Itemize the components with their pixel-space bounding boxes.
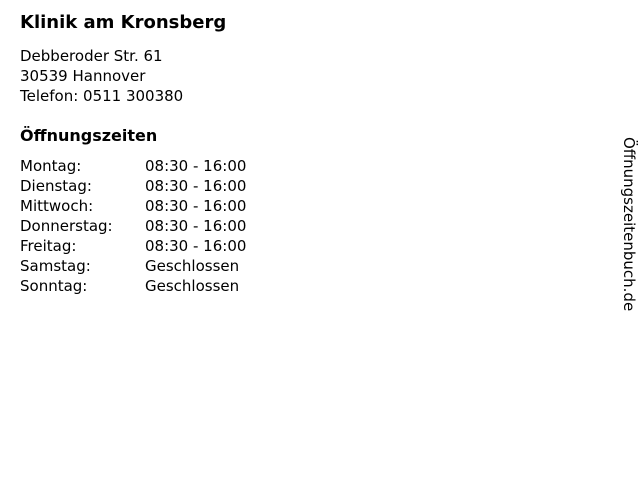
business-info: Klinik am Kronsberg Debberoder Str. 61 3…: [20, 12, 246, 296]
day-label: Donnerstag:: [20, 217, 113, 235]
hours-row-friday: Freitag: 08:30 - 16:00: [20, 236, 246, 256]
day-label: Sonntag:: [20, 277, 88, 295]
hours-value: 08:30 - 16:00: [145, 177, 247, 195]
hours-row-thursday: Donnerstag: 08:30 - 16:00: [20, 216, 246, 236]
day-label: Samstag:: [20, 257, 91, 275]
hours-table: Montag: 08:30 - 16:00 Dienstag: 08:30 - …: [20, 156, 246, 296]
city-address: 30539 Hannover: [20, 67, 146, 85]
hours-row-sunday: Sonntag: Geschlossen: [20, 276, 246, 296]
watermark-brand: Öffnungszeitenbuch.de: [620, 137, 638, 312]
address-block: Debberoder Str. 61 30539 Hannover Telefo…: [20, 46, 246, 106]
phone-number: Telefon: 0511 300380: [20, 87, 184, 105]
day-label: Dienstag:: [20, 177, 92, 195]
hours-row-monday: Montag: 08:30 - 16:00: [20, 156, 246, 176]
hours-row-saturday: Samstag: Geschlossen: [20, 256, 246, 276]
hours-row-tuesday: Dienstag: 08:30 - 16:00: [20, 176, 246, 196]
day-label: Mittwoch:: [20, 197, 94, 215]
hours-value: 08:30 - 16:00: [145, 217, 247, 235]
day-label: Freitag:: [20, 237, 77, 255]
hours-row-wednesday: Mittwoch: 08:30 - 16:00: [20, 196, 246, 216]
hours-value: Geschlossen: [145, 257, 240, 275]
day-label: Montag:: [20, 157, 82, 175]
hours-value: 08:30 - 16:00: [145, 157, 247, 175]
business-name: Klinik am Kronsberg: [20, 12, 227, 33]
hours-value: 08:30 - 16:00: [145, 237, 247, 255]
hours-heading: Öffnungszeiten: [20, 126, 158, 145]
hours-value: Geschlossen: [145, 277, 240, 295]
hours-value: 08:30 - 16:00: [145, 197, 247, 215]
street-address: Debberoder Str. 61: [20, 47, 163, 65]
